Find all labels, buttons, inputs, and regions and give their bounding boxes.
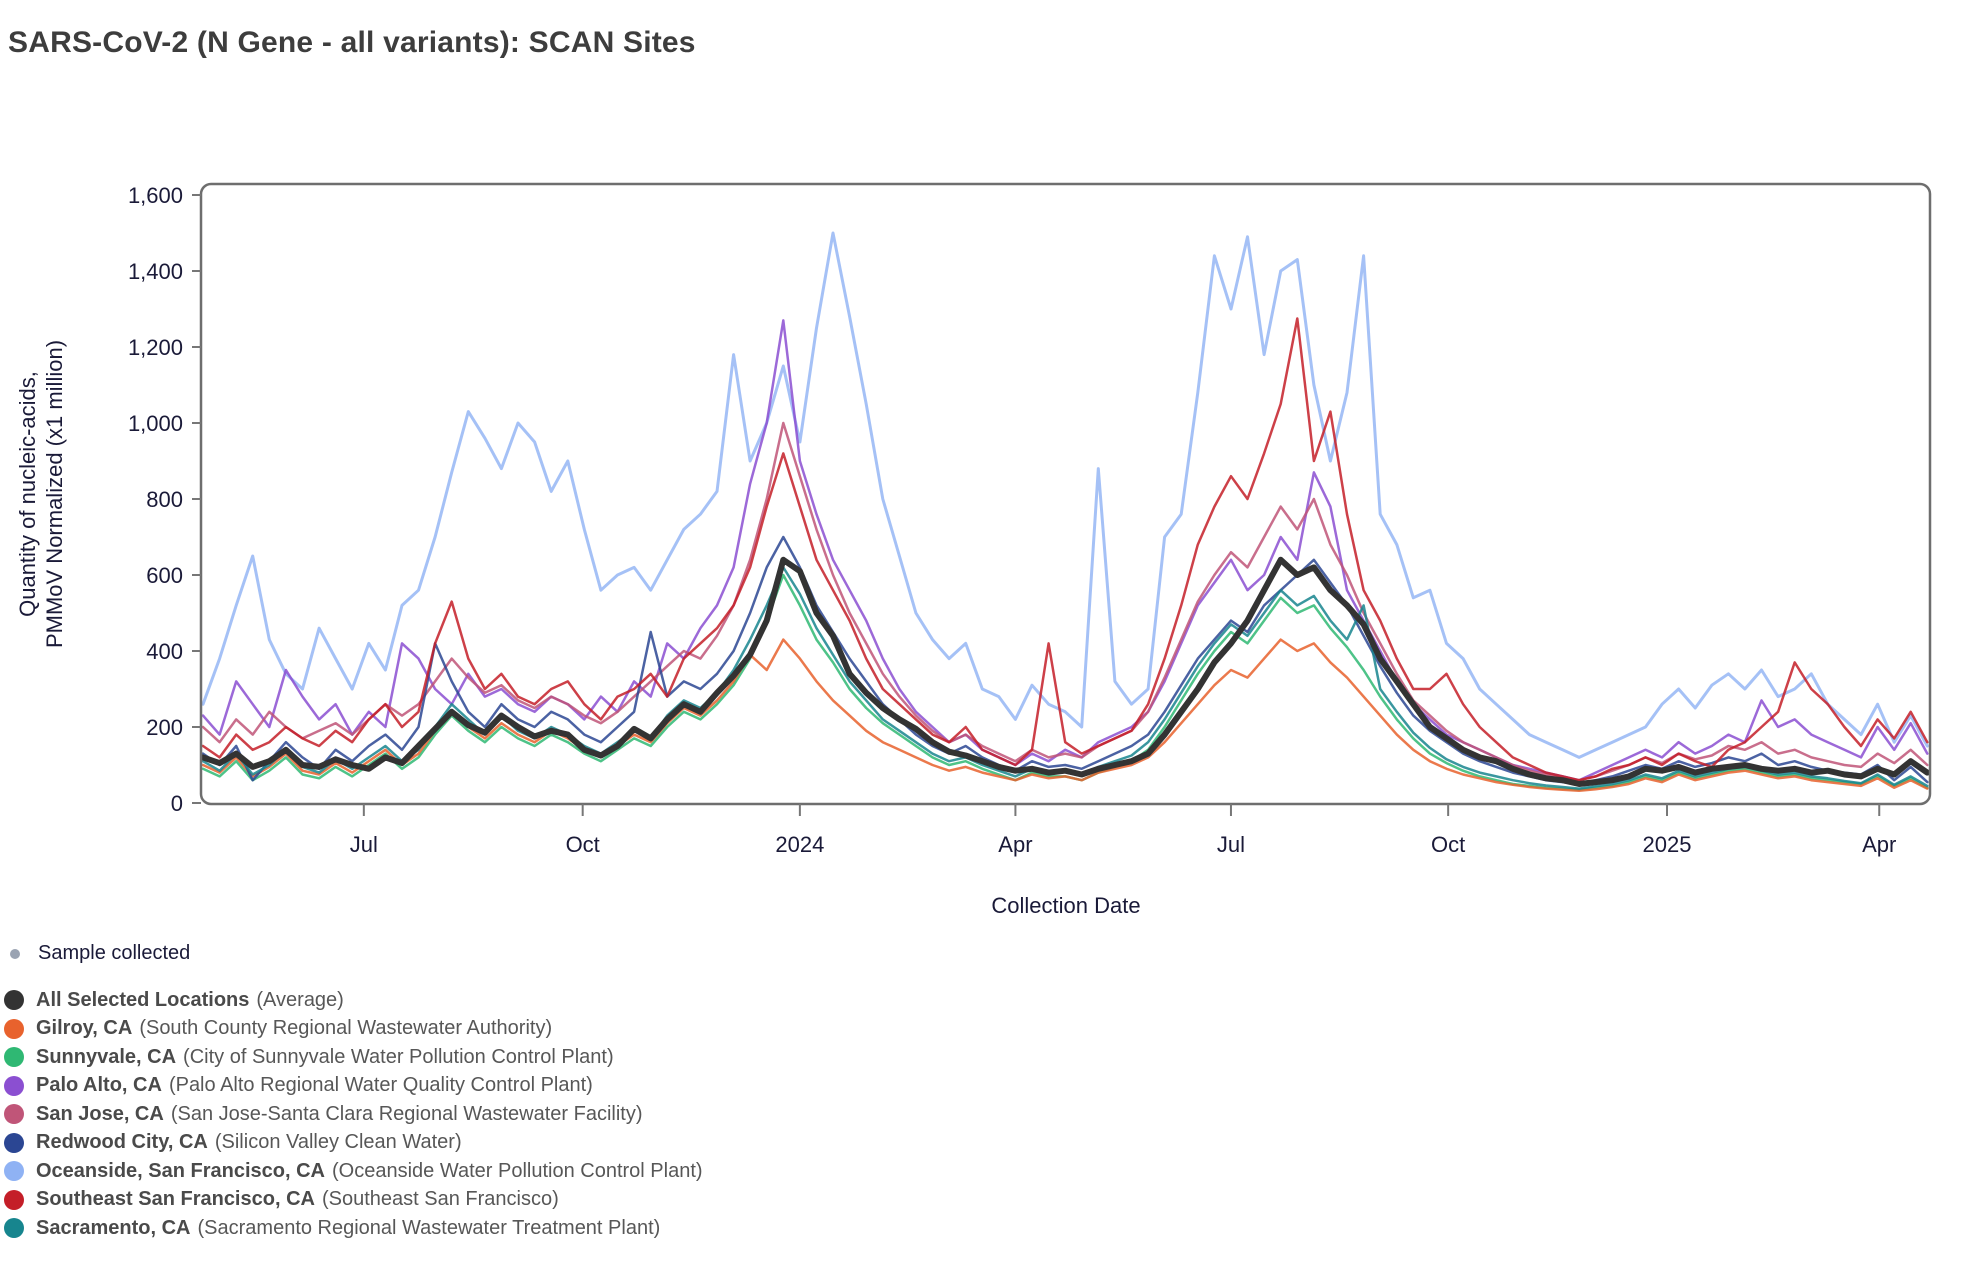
- legend-item-description: (Oceanside Water Pollution Control Plant…: [332, 1159, 703, 1182]
- x-axis-title: Collection Date: [991, 893, 1141, 918]
- legend-item-oceanside-san-francisco[interactable]: Oceanside, San Francisco, CA (Oceanside …: [4, 1157, 703, 1186]
- y-tick-label: 1,200: [128, 335, 183, 360]
- legend-item-redwood-city[interactable]: Redwood City, CA (Silicon Valley Clean W…: [4, 1129, 703, 1158]
- x-tick-label: Oct: [566, 832, 600, 857]
- legend-item-description: (San Jose-Santa Clara Regional Wastewate…: [170, 1102, 643, 1125]
- legend-item-sacramento[interactable]: Sacramento, CA (Sacramento Regional Wast…: [4, 1214, 703, 1243]
- series-line-sacramento: [202, 566, 1929, 790]
- series-line-sunnyvale: [202, 573, 1929, 791]
- x-tick-label: Jul: [350, 832, 378, 857]
- legend-dot-icon: [4, 1047, 24, 1068]
- legend-item-name: Palo Alto, CA: [36, 1074, 162, 1097]
- y-tick-label: 200: [146, 715, 183, 740]
- legend-item-name: Sacramento, CA: [36, 1216, 191, 1239]
- legend-dot-icon: [4, 1104, 24, 1125]
- y-tick-label: 800: [146, 487, 183, 512]
- legend-item-all-selected-locations[interactable]: All Selected Locations (Average): [4, 986, 703, 1015]
- legend-dot-icon: [4, 1189, 24, 1210]
- legend-item-description: (Palo Alto Regional Water Quality Contro…: [168, 1074, 593, 1097]
- y-axis-title-line1: Quantity of nucleic-acids,: [15, 371, 40, 617]
- legend-item-name: All Selected Locations: [36, 988, 250, 1011]
- page-title: SARS-CoV-2 (N Gene - all variants): SCAN…: [8, 26, 696, 59]
- legend-dot-icon: [4, 1161, 24, 1182]
- legend-item-description: (South County Regional Wastewater Author…: [139, 1017, 553, 1040]
- series-line-redwood_city: [202, 535, 1929, 786]
- y-tick-label: 1,000: [128, 411, 183, 436]
- series-line-oceanside: [202, 231, 1929, 759]
- legend-item-gilroy[interactable]: Gilroy, CA (South County Regional Wastew…: [4, 1015, 703, 1044]
- sample-collected-legend: Sample collected: [10, 942, 190, 965]
- y-tick-label: 1,400: [128, 259, 183, 284]
- series-line-gilroy: [202, 638, 1929, 793]
- legend-item-description: (Silicon Valley Clean Water): [214, 1131, 462, 1154]
- series-line-southeast_sf: [202, 317, 1929, 782]
- x-tick-label: 2025: [1643, 832, 1692, 857]
- series-line-avg: [202, 556, 1929, 787]
- legend-item-name: San Jose, CA: [36, 1102, 164, 1125]
- legend-item-name: Southeast San Francisco, CA: [36, 1188, 315, 1211]
- legend-dot-icon: [4, 1132, 24, 1153]
- series-line-san_jose: [202, 421, 1929, 782]
- legend-item-description: (Southeast San Francisco): [321, 1188, 559, 1211]
- x-tick-label: Apr: [998, 832, 1032, 857]
- x-tick-label: 2024: [775, 832, 824, 857]
- legend-item-sunnyvale[interactable]: Sunnyvale, CA (City of Sunnyvale Water P…: [4, 1043, 703, 1072]
- legend-dot-icon: [4, 1218, 24, 1239]
- sample-collected-dot-icon: [10, 948, 20, 959]
- x-tick-label: Jul: [1217, 832, 1245, 857]
- legend-item-description: (City of Sunnyvale Water Pollution Contr…: [183, 1045, 614, 1068]
- chart-plot: 0 200 400 600 800 1,000 1,200 1,400 1,600 Jul Oct 2…: [128, 182, 1932, 857]
- series-line-palo_alto: [202, 319, 1929, 782]
- legend-item-name: Redwood City, CA: [36, 1131, 208, 1154]
- y-tick-label: 0: [171, 791, 183, 816]
- sample-collected-label: Sample collected: [38, 942, 191, 964]
- y-tick-label: 1,600: [128, 183, 183, 208]
- legend-item-name: Sunnyvale, CA: [36, 1045, 177, 1068]
- y-axis-title: Quantity of nucleic-acids, PMMoV Normali…: [14, 194, 70, 794]
- y-tick-label: 400: [146, 639, 183, 664]
- legend-item-name: Oceanside, San Francisco, CA: [36, 1159, 325, 1182]
- legend-dot-icon: [4, 990, 24, 1011]
- legend-item-description: (Sacramento Regional Wastewater Treatmen…: [197, 1216, 661, 1239]
- legend-item-name: Gilroy, CA: [36, 1017, 133, 1040]
- series-legend: All Selected Locations (Average) Gilroy,…: [4, 986, 703, 1243]
- legend-dot-icon: [4, 1075, 24, 1096]
- legend-item-description: (Average): [256, 988, 344, 1011]
- y-tick-label: 600: [146, 563, 183, 588]
- legend-item-southeast-san-francisco[interactable]: Southeast San Francisco, CA (Southeast S…: [4, 1186, 703, 1215]
- y-axis-title-line2: PMMoV Normalized (x1 million): [42, 339, 67, 649]
- legend-dot-icon: [4, 1018, 24, 1039]
- x-tick-label: Apr: [1862, 832, 1896, 857]
- x-tick-label: Oct: [1431, 832, 1465, 857]
- plot-frame: [199, 182, 1932, 806]
- legend-item-palo-alto[interactable]: Palo Alto, CA (Palo Alto Regional Water …: [4, 1072, 703, 1101]
- legend-item-san-jose[interactable]: San Jose, CA (San Jose-Santa Clara Regio…: [4, 1100, 703, 1129]
